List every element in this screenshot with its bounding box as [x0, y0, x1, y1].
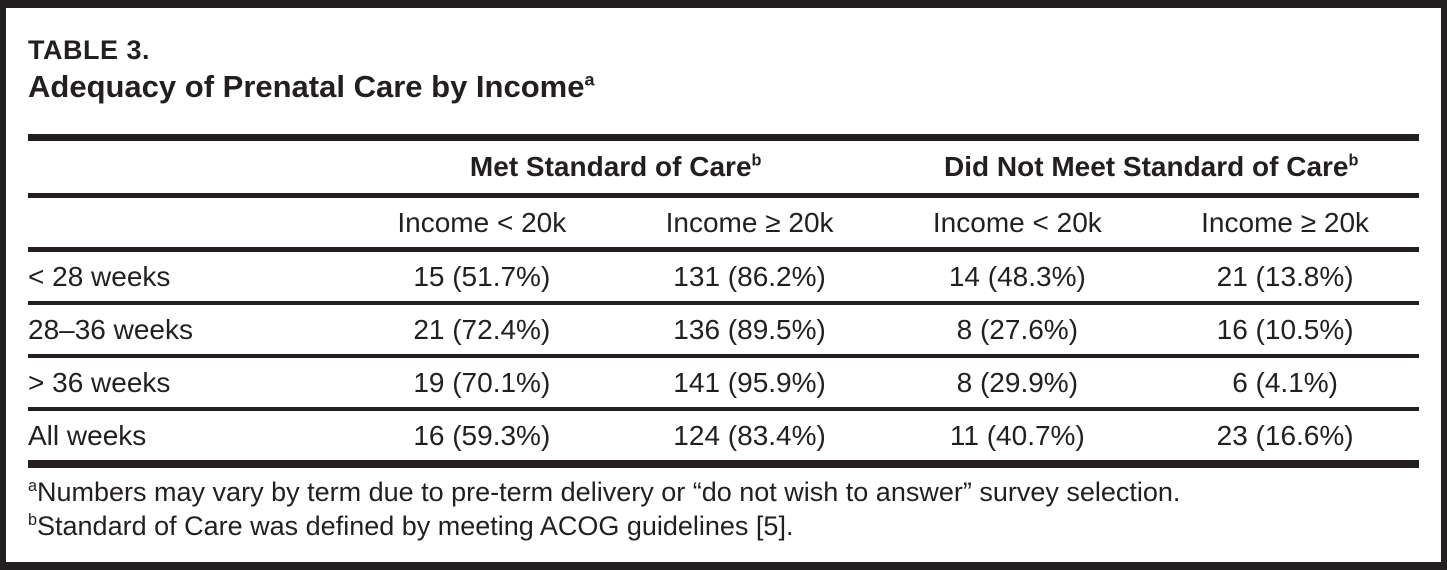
sub-header-met-income-low: Income < 20k — [347, 195, 616, 252]
row-label: > 36 weeks — [28, 356, 348, 411]
row-label: < 28 weeks — [28, 249, 348, 305]
footnote-a: aNumbers may vary by term due to pre-ter… — [28, 475, 1419, 509]
table-number-label: TABLE 3. — [28, 35, 151, 65]
group-header-met-standard-text: Met Standard of Care — [469, 151, 752, 182]
row-label: 28–36 weeks — [28, 303, 348, 358]
table-cell: 124 (83.4%) — [615, 409, 884, 468]
group-header-not-met-standard-text: Did Not Meet Standard of Care — [944, 151, 1349, 182]
table-cell: 21 (72.4%) — [347, 303, 616, 358]
table-cell: 131 (86.2%) — [615, 249, 884, 305]
table-row: < 28 weeks 15 (51.7%) 131 (86.2%) 14 (48… — [28, 249, 1419, 305]
prenatal-care-table: Met Standard of Careb Did Not Meet Stand… — [28, 134, 1419, 468]
group-header-met-footnote-marker: b — [751, 151, 762, 170]
footnote-a-marker: a — [28, 477, 38, 495]
table-cell: 141 (95.9%) — [615, 356, 884, 411]
table-row: > 36 weeks 19 (70.1%) 141 (95.9%) 8 (29.… — [28, 356, 1419, 411]
footnote-b-text: Standard of Care was defined by meeting … — [37, 511, 794, 541]
table-cell: 6 (4.1%) — [1151, 356, 1419, 411]
table-title-text: Adequacy of Prenatal Care by Income — [28, 69, 585, 104]
footnote-b-marker: b — [28, 511, 38, 529]
group-header-not-met-standard: Did Not Meet Standard of Careb — [883, 137, 1419, 198]
sub-header-met-income-high: Income ≥ 20k — [615, 195, 884, 252]
group-header-empty-cell — [28, 137, 348, 198]
table-cell: 14 (48.3%) — [883, 249, 1152, 305]
table-cell: 16 (59.3%) — [347, 409, 616, 468]
sub-header-row: Income < 20k Income ≥ 20k Income < 20k I… — [28, 195, 1419, 252]
row-label: All weeks — [28, 409, 348, 468]
table-cell: 19 (70.1%) — [347, 356, 616, 411]
table-cell: 21 (13.8%) — [1151, 249, 1419, 305]
sub-header-notmet-income-low: Income < 20k — [883, 195, 1152, 252]
footnote-a-text: Numbers may vary by term due to pre-term… — [37, 477, 1181, 507]
table-row: 28–36 weeks 21 (72.4%) 136 (89.5%) 8 (27… — [28, 303, 1419, 358]
table-cell: 23 (16.6%) — [1151, 409, 1419, 468]
sub-header-empty-cell — [28, 195, 348, 252]
group-header-met-standard: Met Standard of Careb — [347, 137, 884, 198]
group-header-not-met-footnote-marker: b — [1348, 151, 1359, 170]
title-footnote-marker: a — [584, 69, 595, 90]
table-cell: 11 (40.7%) — [883, 409, 1152, 468]
table-cell: 136 (89.5%) — [615, 303, 884, 358]
table-cell: 15 (51.7%) — [347, 249, 616, 305]
sub-header-notmet-income-high: Income ≥ 20k — [1151, 195, 1419, 252]
table-cell: 8 (27.6%) — [883, 303, 1152, 358]
group-header-row: Met Standard of Careb Did Not Meet Stand… — [28, 137, 1419, 198]
table-title-block: TABLE 3. Adequacy of Prenatal Care by In… — [28, 34, 1419, 107]
table-cell: 8 (29.9%) — [883, 356, 1152, 411]
footnote-b: bStandard of Care was defined by meeting… — [28, 509, 1419, 543]
footnotes-block: aNumbers may vary by term due to pre-ter… — [28, 475, 1419, 543]
table-cell: 16 (10.5%) — [1151, 303, 1419, 358]
table-row: All weeks 16 (59.3%) 124 (83.4%) 11 (40.… — [28, 409, 1419, 468]
table-title: Adequacy of Prenatal Care by Incomea — [28, 67, 1419, 107]
